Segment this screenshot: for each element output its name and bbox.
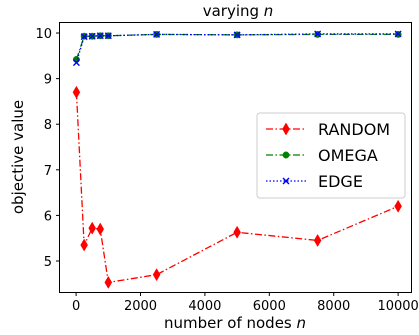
data-point-random: [313, 233, 322, 247]
x-axis-label: number of nodes n: [164, 314, 306, 332]
y-tick-label: 10: [35, 27, 52, 42]
data-point-random: [88, 221, 96, 235]
data-point-edge: [394, 30, 402, 38]
legend-item-edge: EDGE: [266, 172, 363, 191]
x-tick-label: 4000: [188, 299, 221, 314]
plot-frame: [59, 22, 412, 293]
data-point-random: [394, 199, 402, 213]
x-tick-label: 8000: [317, 299, 350, 314]
x-tick-label: 10000: [377, 299, 418, 314]
data-point-random: [96, 222, 105, 236]
data-point-edge: [233, 31, 241, 39]
data-point-edge: [88, 32, 96, 40]
y-tick-label: 7: [44, 164, 52, 179]
series-edge: [72, 30, 402, 67]
legend-label-edge: EDGE: [318, 172, 363, 191]
data-point-edge: [80, 33, 88, 41]
y-tick-label: 6: [44, 209, 52, 224]
legend-label-random: RANDOM: [318, 120, 390, 139]
x-tick-label: 0: [72, 299, 80, 314]
data-point-edge: [72, 59, 80, 67]
data-point-random: [72, 85, 81, 99]
data-point-random: [152, 268, 161, 282]
data-point-edge: [96, 32, 104, 40]
legend-marker-random: [282, 122, 290, 136]
legend-marker-edge: [282, 177, 290, 185]
x-tick-label: 6000: [253, 299, 286, 314]
data-point-edge: [314, 30, 322, 38]
data-point-random: [104, 275, 113, 289]
legend-marker-omega: [282, 151, 290, 159]
legend-item-random: RANDOM: [266, 120, 390, 139]
y-axis: 5 6 7 8 9 10: [35, 27, 60, 270]
legend-item-omega: OMEGA: [266, 146, 378, 165]
chart-title: varying n: [203, 2, 274, 20]
y-axis-label: objective value: [9, 100, 27, 214]
series-random: [72, 85, 402, 289]
legend: RANDOM OMEGA EDGE: [256, 112, 406, 199]
data-point-edge: [104, 32, 112, 40]
x-tick-label: 2000: [124, 299, 157, 314]
legend-label-omega: OMEGA: [318, 146, 378, 165]
data-point-random: [233, 225, 241, 239]
y-tick-label: 9: [44, 73, 52, 88]
data-point-edge: [153, 30, 161, 38]
series-layer: [72, 30, 402, 289]
y-tick-label: 5: [44, 255, 52, 270]
data-point-random: [80, 238, 88, 252]
y-tick-label: 8: [44, 118, 52, 133]
legend-box: [256, 112, 406, 199]
